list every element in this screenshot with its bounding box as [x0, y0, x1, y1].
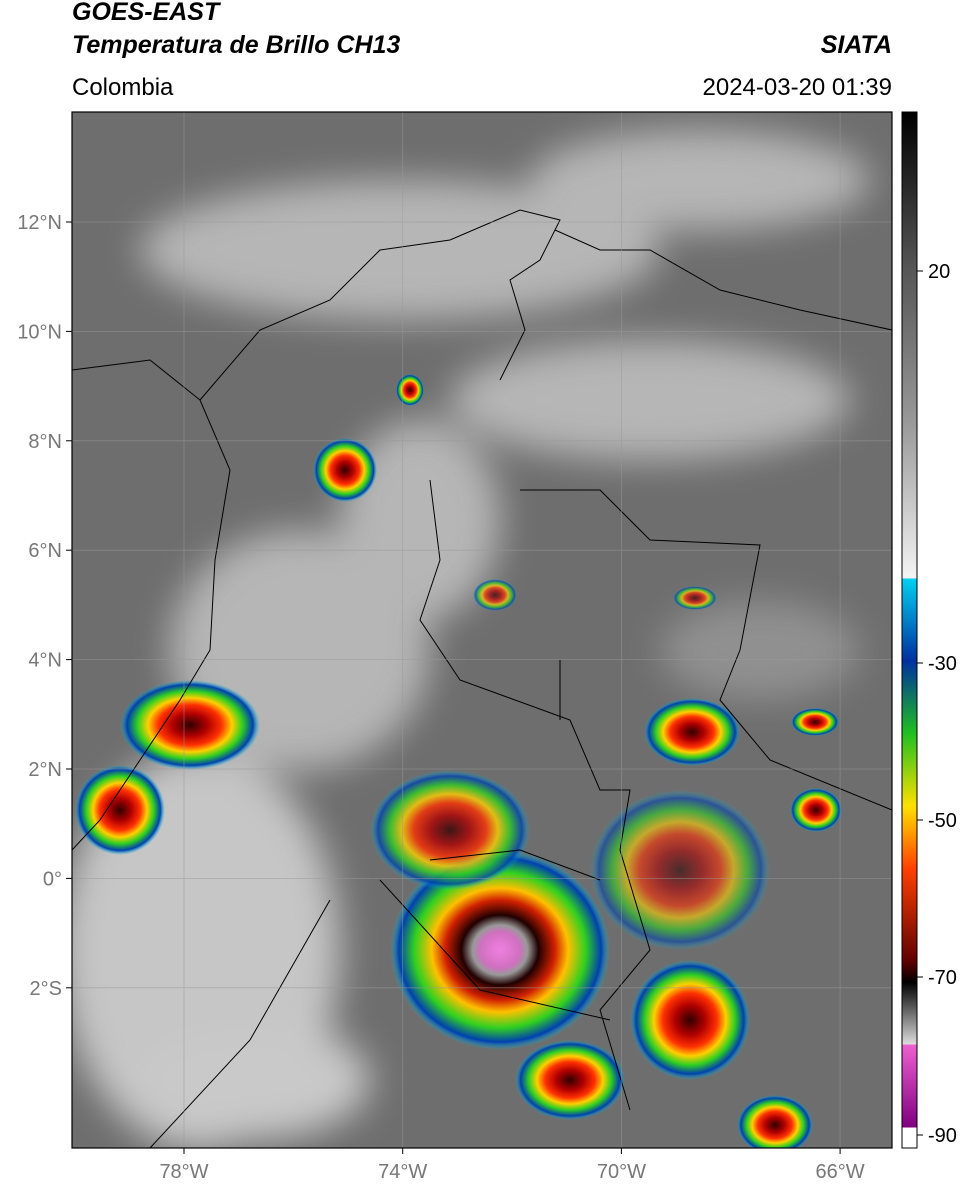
lat-label: 8°N: [28, 431, 62, 453]
colorbar-label: 20: [928, 261, 950, 283]
lat-label: 10°N: [17, 321, 62, 343]
colorbar-label: -90: [928, 1125, 957, 1147]
source: SIATA: [821, 31, 892, 59]
region: Colombia: [72, 74, 174, 101]
subtitle: Temperatura de Brillo CH13: [72, 31, 400, 59]
map-frame: [71, 111, 893, 1149]
lon-label: 74°W: [378, 1161, 427, 1183]
lat-label: 2°S: [30, 978, 62, 1000]
lat-label: 4°N: [28, 650, 62, 672]
colorbar-label: -50: [928, 810, 957, 832]
lon-label: 70°W: [597, 1161, 646, 1183]
satellite-image: [72, 112, 892, 1148]
colorbar: [901, 111, 918, 1149]
lat-label: 12°N: [17, 212, 62, 234]
lon-label: 78°W: [159, 1161, 208, 1183]
lat-label: 6°N: [28, 540, 62, 562]
colorbar-label: -30: [928, 653, 957, 675]
datetime: 2024-03-20 01:39: [703, 74, 893, 101]
lon-label: 66°W: [816, 1161, 865, 1183]
title: GOES-EAST: [72, 0, 222, 26]
lat-label: 2°N: [28, 759, 62, 781]
colorbar-label: -70: [928, 967, 957, 989]
lat-label: 0°: [43, 868, 62, 890]
